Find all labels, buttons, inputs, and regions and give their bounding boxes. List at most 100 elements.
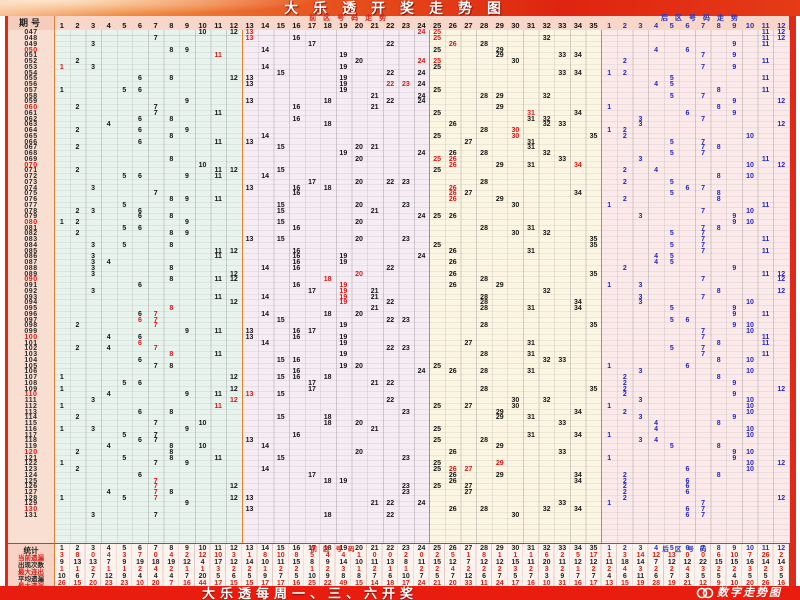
front-number-cell: 35 (589, 385, 598, 393)
front-number-cell: 12 (229, 397, 238, 405)
stat-value-back: 20 (746, 579, 754, 587)
stat-value-front: 2 (231, 565, 236, 573)
stat-value-front: 14 (339, 558, 348, 566)
front-number-cell: 11 (214, 402, 222, 410)
front-number-cell: 21 (370, 293, 379, 301)
front-number-cell: 28 (480, 92, 488, 100)
footer-logo-text: 数字走势图 (717, 587, 782, 599)
front-number-cell: 8 (169, 241, 174, 249)
front-number-cell: 23 (401, 483, 410, 491)
front-number-cell: 16 (292, 374, 301, 382)
stat-value-front: 10 (136, 579, 144, 587)
front-number-cell: 13 (245, 236, 254, 244)
stat-value-front: 15 (229, 579, 238, 587)
front-number-cell: 11 (214, 276, 222, 284)
stat-value-back: 0 (685, 552, 690, 559)
stat-value-front: 22 (323, 579, 332, 587)
front-number-cell: 18 (323, 511, 332, 519)
issue-cell: 105 (24, 362, 38, 370)
stat-value-front: 1 (357, 552, 361, 559)
col-number-front: 6 (137, 20, 143, 30)
stat-value-front: 4 (138, 572, 142, 580)
stats-col-number-front: 4 (106, 544, 111, 552)
front-number-cell: 25 (433, 425, 442, 433)
col-number-front: 20 (354, 20, 364, 30)
front-number-cell: 11 (214, 173, 222, 181)
stats-col-number-front: 19 (339, 544, 348, 552)
back-number-cell: 1 (607, 500, 612, 508)
front-number-cell: 15 (276, 144, 285, 152)
back-number-cell: 10 (746, 328, 754, 336)
front-number-cell: 13 (245, 98, 254, 106)
back-number-cell: 7 (701, 138, 705, 146)
front-number-cell: 34 (574, 52, 582, 60)
front-number-cell: 1 (59, 385, 64, 393)
stat-value-back: 12 (699, 579, 707, 587)
stats-col-number-front: 6 (138, 544, 142, 552)
front-number-cell: 3 (91, 40, 96, 48)
front-number-cell: 4 (106, 391, 111, 399)
front-number-cell: 26 (448, 40, 457, 48)
back-number-cell: 8 (716, 374, 721, 382)
stat-row-label: 当前遗漏 (18, 555, 44, 562)
col-number-front: 24 (417, 20, 426, 30)
stat-value-front: 23 (104, 579, 113, 587)
stat-value-front: 4 (153, 572, 158, 580)
stat-value-back: 26 (761, 552, 770, 559)
stat-value-front: 7 (169, 579, 174, 587)
back-number-cell: 2 (622, 132, 627, 140)
front-number-cell: 31 (527, 305, 535, 313)
issue-cell: 070 (24, 161, 38, 169)
stat-value-front: 5 (450, 552, 455, 559)
stat-value-back: 3 (638, 565, 643, 573)
stat-value-front: 6 (75, 572, 80, 580)
issue-cell: 082 (24, 230, 38, 238)
front-number-cell: 10 (198, 443, 207, 451)
front-number-cell: 18 (323, 98, 332, 106)
stats-col-number-back: 12 (777, 544, 786, 552)
back-number-cell: 10 (746, 431, 754, 439)
stat-value-back: 4 (732, 572, 737, 580)
front-number-cell: 7 (153, 310, 158, 318)
front-number-cell: 8 (169, 454, 174, 462)
front-number-cell: 27 (464, 402, 473, 410)
issue-column-header: 期号 (8, 16, 55, 30)
issue-cell: 090 (24, 276, 38, 284)
front-number-cell: 7 (153, 316, 158, 324)
stat-value-front: 5 (294, 572, 299, 580)
front-number-cell: 25 (433, 362, 442, 370)
issue-cell: 103 (24, 351, 38, 359)
stat-value-front: 8 (357, 572, 361, 580)
stats-col-number-front: 12 (229, 544, 238, 552)
stat-value-front: 7 (497, 572, 502, 580)
stat-value-front: 5 (216, 572, 221, 580)
stat-value-front: 2 (529, 565, 533, 573)
front-number-cell: 2 (75, 104, 80, 112)
back-number-cell: 2 (622, 264, 627, 272)
front-number-cell: 3 (91, 63, 96, 71)
front-number-cell: 34 (574, 477, 582, 485)
stat-value-front: 16 (183, 579, 191, 587)
front-number-cell: 15 (276, 201, 285, 209)
front-number-cell: 2 (75, 345, 80, 353)
front-number-cell: 19 (339, 333, 348, 341)
stat-value-front: 10 (542, 579, 551, 587)
back-number-cell: 8 (716, 339, 721, 347)
col-number-front: 11 (214, 20, 223, 30)
stat-value-front: 13 (386, 558, 395, 566)
front-number-cell: 15 (276, 414, 285, 422)
front-number-cell: 5 (122, 173, 127, 181)
front-number-cell: 29 (495, 471, 504, 479)
back-number-cell: 2 (622, 391, 627, 399)
col-number-front: 35 (589, 20, 598, 30)
stats-col-number-back: 1 (607, 544, 612, 552)
front-number-cell: 6 (138, 408, 142, 416)
front-number-cell: 5 (122, 454, 127, 462)
front-number-cell: 19 (339, 287, 348, 295)
stat-value-front: 2 (466, 565, 471, 573)
front-number-cell: 28 (480, 368, 488, 376)
front-number-cell: 11 (214, 253, 222, 261)
stat-value-front: 13 (89, 558, 97, 566)
front-number-cell: 24 (417, 58, 426, 66)
front-number-cell: 8 (169, 213, 174, 221)
